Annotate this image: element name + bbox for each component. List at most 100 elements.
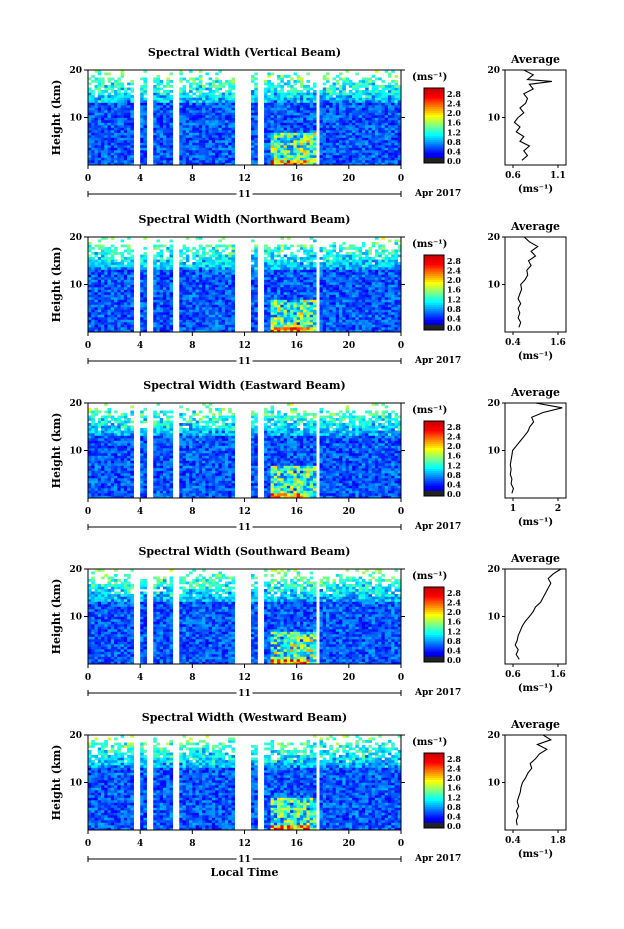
heatmap-cell [352, 130, 356, 133]
heatmap-cell [143, 292, 147, 295]
heatmap-cell [251, 137, 255, 141]
heatmap-cell [140, 329, 144, 333]
heatmap-cell [162, 132, 167, 136]
heatmap-cell [283, 322, 288, 325]
colorbar-segment [424, 135, 444, 139]
heatmap-cell [296, 97, 301, 101]
heatmap-cell [198, 80, 203, 83]
heatmap-cell [211, 247, 216, 250]
heatmap-cell [205, 294, 209, 298]
heatmap-cell [156, 329, 161, 333]
heatmap-cell [378, 140, 382, 143]
heatmap-cell [290, 314, 294, 318]
heatmap-cell [296, 77, 301, 81]
heatmap-cell [312, 319, 317, 323]
heatmap-cell [277, 264, 281, 268]
heatmap-cell [342, 155, 346, 158]
heatmap-cell [306, 152, 311, 156]
heatmap-cell [110, 77, 115, 81]
heatmap-cell [322, 279, 327, 283]
heatmap-cell [303, 107, 307, 111]
heatmap-cell [352, 147, 356, 151]
heatmap-cell [361, 160, 366, 163]
heatmap-cell [273, 249, 278, 253]
heatmap-cell [296, 299, 301, 303]
heatmap-cell [162, 287, 167, 290]
heatmap-cell [270, 312, 275, 315]
heatmap-cell [254, 272, 258, 275]
heatmap-cell [306, 299, 311, 303]
heatmap-cell [254, 304, 258, 308]
heatmap-cell [319, 105, 324, 108]
heatmap-cell [211, 312, 216, 315]
heatmap-cell [319, 299, 324, 303]
heatmap-cell [342, 137, 346, 141]
heatmap-cell [273, 267, 278, 270]
heatmap-cell [140, 102, 144, 106]
heatmap-cell [290, 145, 294, 148]
heatmap-cell [159, 327, 164, 330]
heatmap-cell [205, 147, 209, 151]
heatmap-cell [312, 150, 317, 153]
heatmap-cell [296, 80, 301, 83]
heatmap-cell [264, 160, 268, 163]
heatmap-cell [192, 252, 196, 255]
heatmap-cell [335, 160, 340, 163]
heatmap-cell [391, 70, 395, 73]
heatmap-cell [303, 264, 307, 268]
heatmap-cell [202, 162, 206, 166]
heatmap-cell [198, 244, 203, 248]
heatmap-cell [264, 100, 268, 103]
heatmap-cell [123, 317, 128, 320]
heatmap-cell [355, 157, 359, 161]
heatmap-cell [185, 147, 190, 151]
heatmap-cell [130, 120, 134, 123]
heatmap-cell [117, 87, 121, 91]
heatmap-cell [290, 110, 294, 113]
heatmap-cell [202, 287, 206, 290]
heatmap-cell [215, 155, 219, 158]
heatmap-cell [156, 100, 161, 103]
heatmap-cell [384, 100, 389, 103]
heatmap-cell [107, 304, 112, 308]
heatmap-cell [104, 252, 108, 255]
heatmap-cell [140, 105, 144, 108]
heatmap-cell [211, 319, 216, 323]
heatmap-cell [114, 309, 118, 313]
heatmap-cell [198, 329, 203, 333]
heatmap-cell [283, 110, 288, 113]
heatmap-cell [156, 247, 161, 250]
heatmap-cell [329, 137, 333, 141]
heatmap-cell [322, 289, 327, 293]
heatmap-cell [303, 145, 307, 148]
heatmap-cell [280, 85, 284, 88]
heatmap-cell [166, 309, 170, 313]
heatmap-cell [335, 312, 340, 315]
heatmap-cell [156, 137, 161, 141]
heatmap-cell [218, 287, 222, 290]
heatmap-cell [378, 152, 382, 156]
heatmap-cell [306, 127, 311, 131]
heatmap-cell [391, 130, 395, 133]
heatmap-cell [283, 254, 288, 258]
heatmap-cell [231, 299, 236, 303]
heatmap-cell [296, 152, 301, 156]
heatmap-cell [117, 282, 121, 285]
heatmap-cell [231, 284, 236, 288]
heatmap-cell [195, 319, 200, 323]
heatmap-cell [208, 160, 213, 163]
heatmap-cell [202, 95, 206, 98]
heatmap-cell [342, 242, 346, 245]
heatmap-cell [332, 162, 337, 166]
heatmap-cell [169, 127, 174, 131]
heatmap-cell [384, 137, 389, 141]
heatmap-cell [166, 282, 170, 285]
heatmap-cell [352, 97, 356, 101]
heatmap-cell [368, 120, 372, 123]
heatmap-cell [231, 145, 236, 148]
heatmap-cell [335, 274, 340, 278]
heatmap-cell [394, 150, 399, 153]
heatmap-cell [91, 125, 95, 128]
heatmap-cell [339, 115, 343, 118]
heatmap-cell [391, 160, 395, 163]
